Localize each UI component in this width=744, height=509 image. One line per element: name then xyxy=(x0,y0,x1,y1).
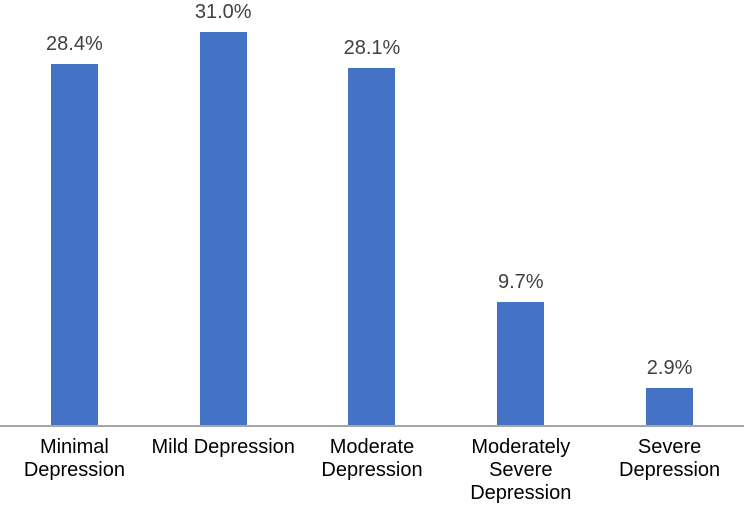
category-label-minimal-depression: Minimal Depression xyxy=(23,436,125,481)
bar-minimal-depression xyxy=(50,64,98,425)
plot-area: 28.4% 31.0% 28.1% 9.7% 2.9% xyxy=(0,0,744,427)
bar-column-severe-depression: 2.9% xyxy=(595,0,744,425)
category-label-moderately-severe-depression: Moderately Severe Depression xyxy=(470,436,572,504)
data-label-moderately-severe-depression: 9.7% xyxy=(497,271,544,293)
bar-moderately-severe-depression xyxy=(497,302,545,425)
bar-column-moderate-depression: 28.1% xyxy=(298,0,447,425)
category-label-moderate-depression: Moderate Depression xyxy=(321,436,423,481)
bar-moderate-depression xyxy=(348,68,396,425)
data-label-minimal-depression: 28.4% xyxy=(46,33,103,55)
bar-column-mild-depression: 31.0% xyxy=(149,0,298,425)
bar-severe-depression xyxy=(646,388,694,425)
x-axis-category-labels: Minimal Depression Mild Depression Moder… xyxy=(0,427,744,505)
bar-mild-depression xyxy=(199,32,247,425)
category-label-severe-depression: Severe Depression xyxy=(619,436,721,481)
bar-column-moderately-severe-depression: 9.7% xyxy=(446,0,595,425)
category-label-mild-depression: Mild Depression xyxy=(151,436,295,458)
data-label-severe-depression: 2.9% xyxy=(646,357,693,379)
bar-column-minimal-depression: 28.4% xyxy=(0,0,149,425)
data-label-moderate-depression: 28.1% xyxy=(343,37,401,59)
data-label-mild-depression: 31.0% xyxy=(194,1,252,23)
